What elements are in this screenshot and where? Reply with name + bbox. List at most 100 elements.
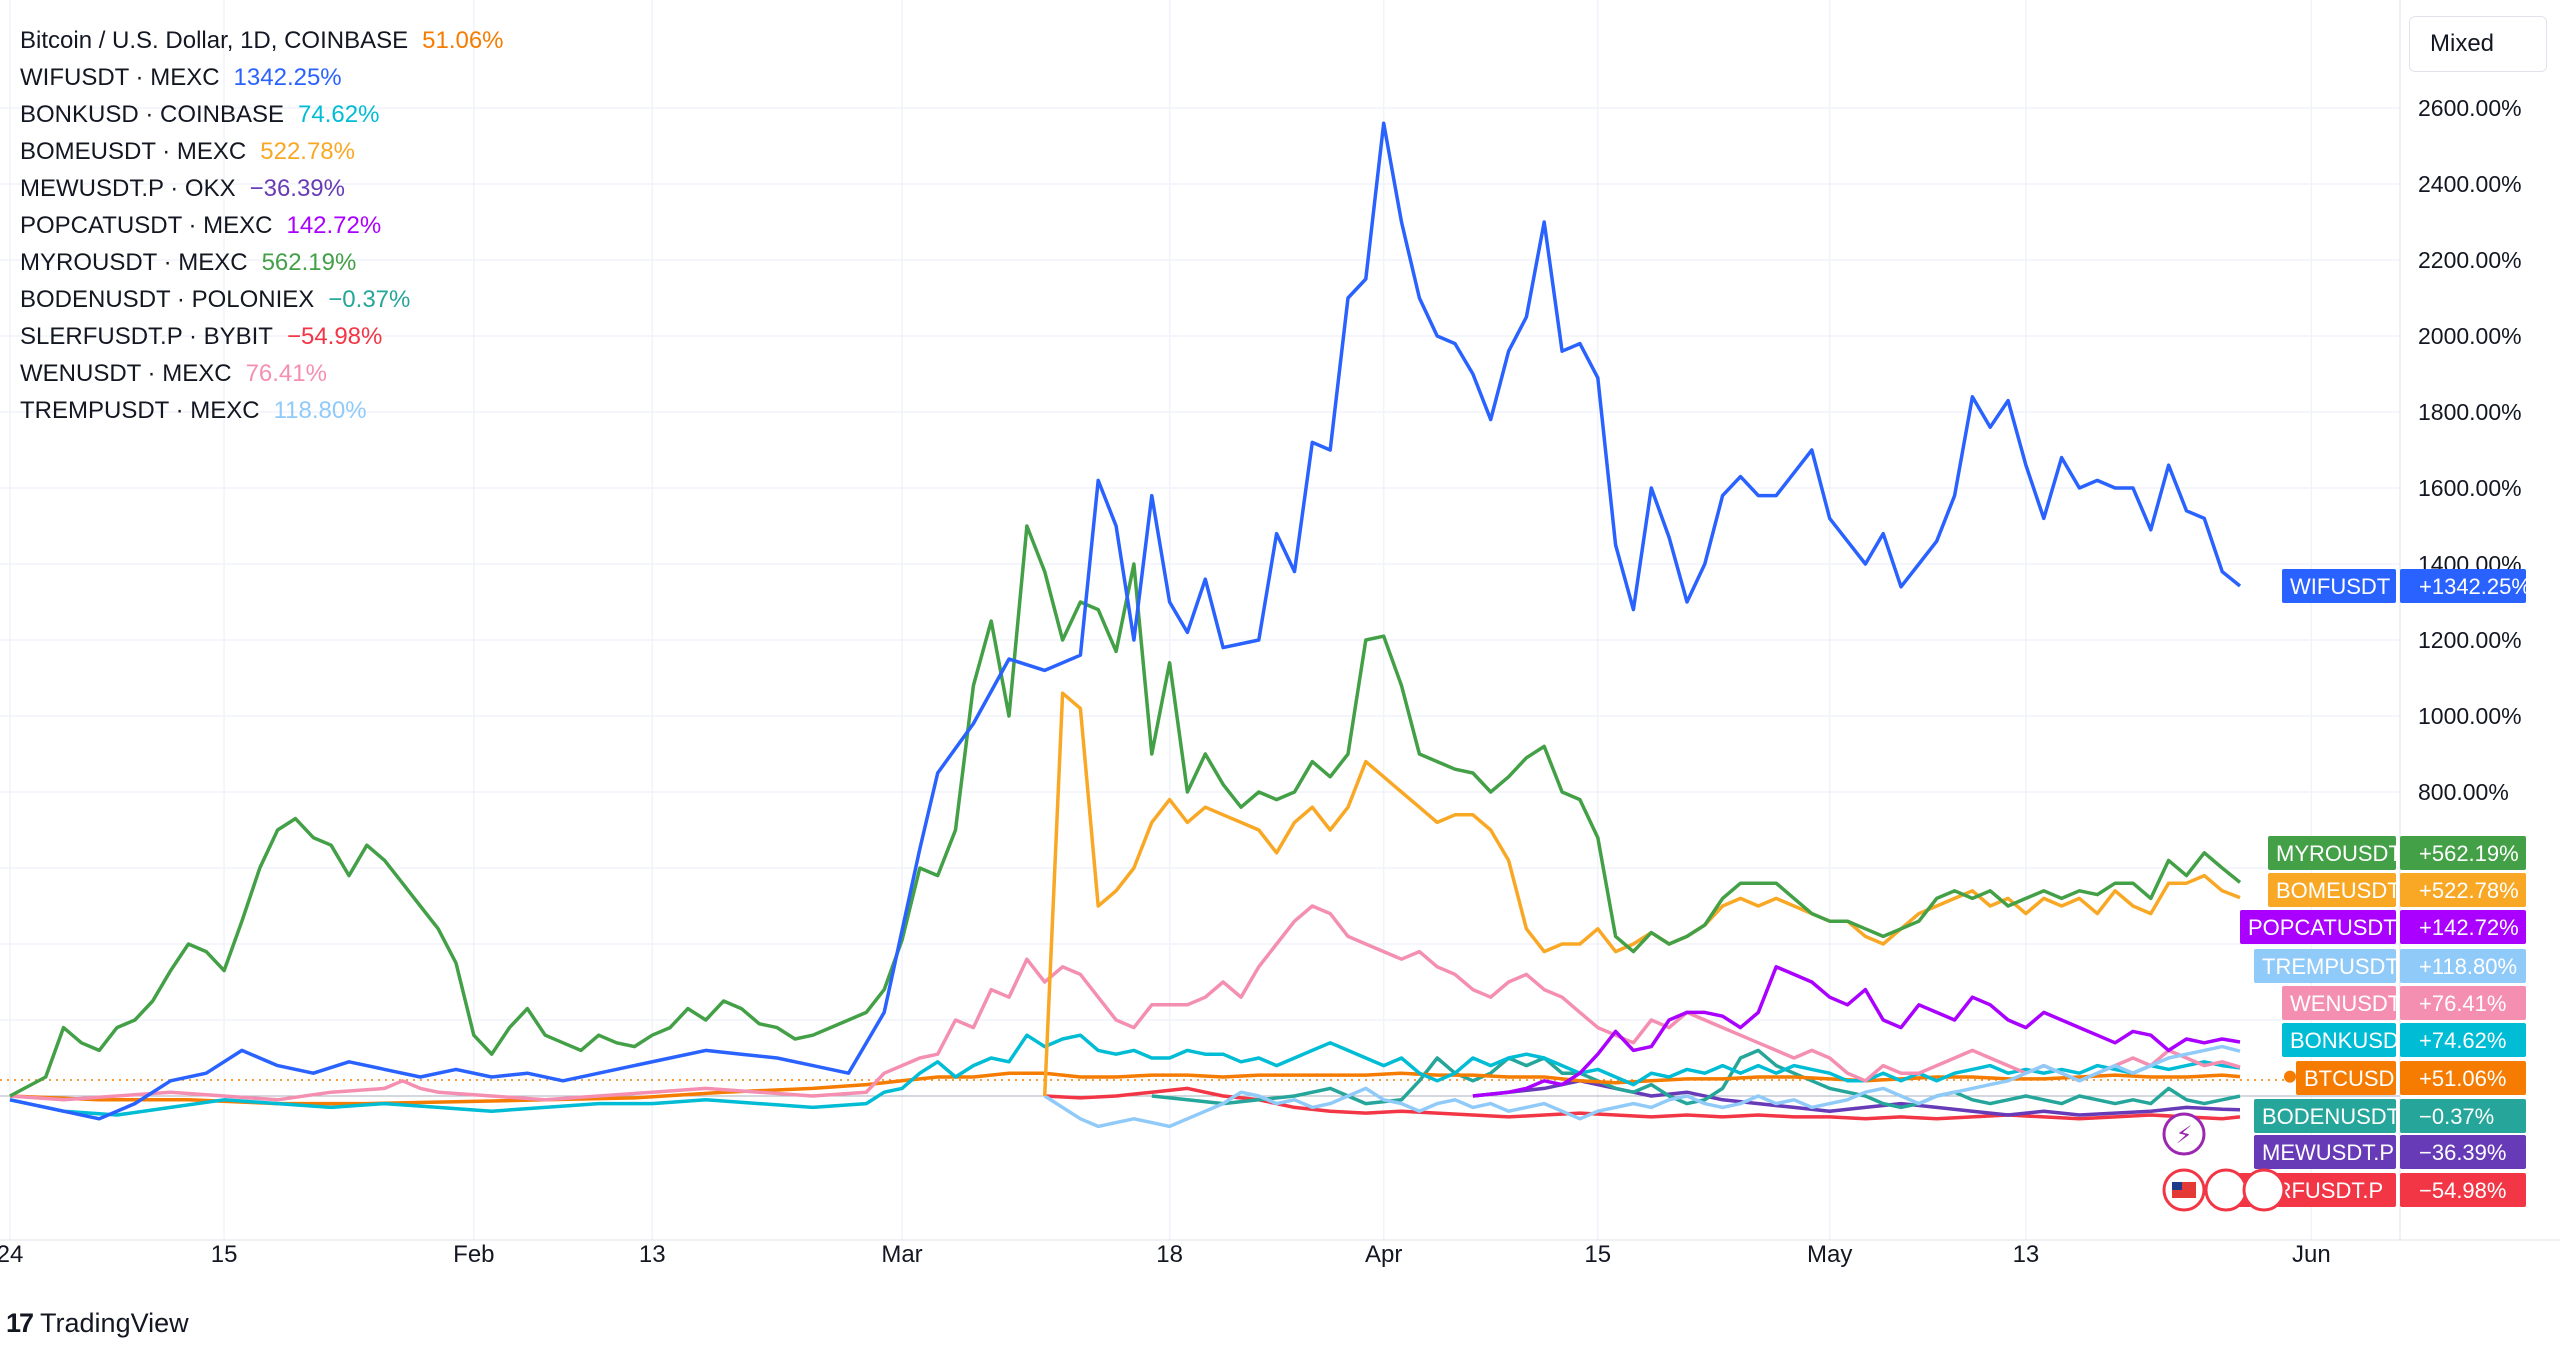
time-tick-label: 13 bbox=[639, 1241, 666, 1268]
btc-last-dot bbox=[2284, 1070, 2296, 1083]
legend-row[interactable]: BONKUSD · COINBASE 74.62% bbox=[20, 96, 504, 133]
event-icons[interactable]: ⚡ bbox=[2162, 1112, 2286, 1212]
series-tag-value-bg bbox=[2400, 910, 2526, 944]
us-flag-event-icon-2[interactable] bbox=[2204, 1168, 2248, 1212]
series-tag-name: TREMPUSDT bbox=[2262, 954, 2399, 979]
legend-symbol: WIFUSDT · MEXC bbox=[20, 64, 220, 91]
price-tick-label: 1200.00% bbox=[2418, 627, 2522, 653]
series-line-slerfusdt-p[interactable] bbox=[1044, 1086, 2241, 1121]
time-tick-label: 15 bbox=[1584, 1241, 1611, 1268]
price-tick-label: 2200.00% bbox=[2418, 247, 2522, 273]
legend-row[interactable]: SLERFUSDT.P · BYBIT −54.98% bbox=[20, 318, 504, 355]
price-tick-label: 2600.00% bbox=[2418, 95, 2522, 121]
series-tag-value: +74.62% bbox=[2419, 1028, 2506, 1053]
price-tick-label: 800.00% bbox=[2418, 779, 2509, 805]
legend-symbol: POPCATUSDT · MEXC bbox=[20, 212, 273, 239]
series-tag-value: +562.19% bbox=[2419, 841, 2519, 866]
series-tag-value: +118.80% bbox=[2419, 954, 2517, 979]
series-tag-name-bg bbox=[2268, 836, 2396, 870]
series-line-bomeusdt[interactable] bbox=[1042, 691, 2241, 1097]
series-tag-value-bg bbox=[2400, 1099, 2526, 1133]
legend-value: 76.41% bbox=[245, 360, 327, 387]
tv-logo-icon: 17 bbox=[6, 1307, 34, 1338]
legend-row[interactable]: MEWUSDT.P · OKX −36.39% bbox=[20, 170, 504, 207]
series-tag-name-bg bbox=[2296, 1061, 2396, 1095]
series-tag-value-bg bbox=[2400, 986, 2526, 1020]
series-line-bonkusd[interactable] bbox=[9, 1033, 2241, 1117]
legend-row[interactable]: Bitcoin / U.S. Dollar, 1D, COINBASE 51.06… bbox=[20, 22, 504, 59]
tradingview-logo[interactable]: 17 TradingView bbox=[6, 1305, 189, 1341]
legend-value: −0.37% bbox=[328, 286, 411, 313]
series-line-mewusdt-p[interactable] bbox=[1472, 1079, 2241, 1117]
price-tick-label: 2400.00% bbox=[2418, 171, 2522, 197]
time-tick-label: Feb bbox=[453, 1241, 494, 1268]
series-tag-name: WENUSDT bbox=[2290, 991, 2401, 1016]
legend-row[interactable]: TREMPUSDT · MEXC 118.80% bbox=[20, 392, 504, 429]
series-tag-name-bg bbox=[2240, 910, 2396, 944]
legend-symbol: BODENUSDT · POLONIEX bbox=[20, 286, 315, 313]
series-tag-value: +1342.25% bbox=[2419, 574, 2531, 599]
legend-value: −54.98% bbox=[286, 323, 383, 350]
legend-row[interactable]: MYROUSDT · MEXC 562.19% bbox=[20, 244, 504, 281]
price-tick-label: 1800.00% bbox=[2418, 399, 2522, 425]
legend-symbol: MYROUSDT · MEXC bbox=[20, 249, 248, 276]
series-tag-name: BODENUSDT bbox=[2262, 1104, 2400, 1129]
legend-symbol: SLERFUSDT.P · BYBIT bbox=[20, 323, 273, 350]
legend-symbol: Bitcoin / U.S. Dollar, 1D, COINBASE bbox=[20, 27, 409, 54]
series-tag-name-bg bbox=[2282, 569, 2396, 603]
time-tick-label: 15 bbox=[211, 1241, 238, 1268]
series-tag-value-bg bbox=[2400, 1061, 2526, 1095]
legend-value: 562.19% bbox=[261, 249, 357, 276]
series-line-bodenusdt[interactable] bbox=[1151, 1048, 2241, 1110]
series-lines bbox=[9, 121, 2296, 1129]
series-tag-name: POPCATUSDT bbox=[2248, 915, 2397, 940]
series-line-wenusdt[interactable] bbox=[9, 904, 2241, 1102]
series-tag-value-bg bbox=[2400, 949, 2526, 983]
time-tick-label: Apr bbox=[1365, 1241, 1402, 1268]
series-tag-name: BTCUSD bbox=[2304, 1066, 2394, 1091]
time-axis[interactable]: 24 15 Feb 13 Mar 18 Apr 15 May 13 Jun bbox=[0, 1241, 2331, 1268]
series-tag-value: −0.37% bbox=[2419, 1104, 2494, 1129]
series-tag-value-bg bbox=[2400, 569, 2526, 603]
time-tick-label: May bbox=[1807, 1241, 1852, 1268]
legend-symbol: BONKUSD · COINBASE bbox=[20, 101, 285, 128]
price-axis[interactable]: 2600.00% 2400.00% 2200.00% 2000.00% 1800.00%… bbox=[2418, 95, 2522, 805]
series-tag-value-bg bbox=[2400, 1135, 2526, 1169]
price-tick-label: 1000.00% bbox=[2418, 703, 2522, 729]
series-line-myrousdt[interactable] bbox=[9, 524, 2242, 1098]
series-tag-name: WIFUSDT bbox=[2290, 574, 2390, 599]
price-tick-label: 2000.00% bbox=[2418, 323, 2522, 349]
series-tag-value-bg bbox=[2400, 1173, 2526, 1207]
series-tag-name-bg bbox=[2254, 949, 2396, 983]
brand-label: TradingView bbox=[40, 1307, 189, 1338]
flash-event-icon[interactable] bbox=[2162, 1112, 2206, 1156]
legend-row[interactable]: BOMEUSDT · MEXC 522.78% bbox=[20, 133, 504, 170]
legend-symbol: WENUSDT · MEXC bbox=[20, 360, 232, 387]
series-tag-name-bg bbox=[2282, 1023, 2396, 1057]
legend-row[interactable]: POPCATUSDT · MEXC 142.72% bbox=[20, 207, 504, 244]
legend-value: 522.78% bbox=[260, 138, 355, 165]
flag-canton-icon bbox=[2172, 1182, 2182, 1190]
series-line-popcatusdt[interactable] bbox=[1472, 965, 2241, 1098]
series-tag-name: MYROUSDT bbox=[2276, 841, 2402, 866]
scale-mode-label: Mixed bbox=[2430, 30, 2495, 57]
series-tag-name-bg bbox=[2254, 1135, 2396, 1169]
legend-value: 51.06% bbox=[422, 27, 504, 54]
series-tag-value: −54.98% bbox=[2419, 1178, 2506, 1203]
series-tag-value: +76.41% bbox=[2419, 991, 2506, 1016]
series-tag-name-bg bbox=[2254, 1099, 2396, 1133]
series-tag-name: BOMEUSDT bbox=[2276, 878, 2401, 903]
series-line-trempusdt[interactable] bbox=[1043, 1044, 2241, 1129]
legend-value: −36.39% bbox=[249, 175, 345, 202]
legend-row[interactable]: WIFUSDT · MEXC 1342.25% bbox=[20, 59, 504, 96]
series-tag-name: BONKUSD bbox=[2290, 1028, 2399, 1053]
legend-row[interactable]: WENUSDT · MEXC 76.41% bbox=[20, 355, 504, 392]
series-line-wifusdt[interactable] bbox=[9, 121, 2242, 1121]
time-tick-label: 24 bbox=[0, 1241, 23, 1268]
legend-row[interactable]: BODENUSDT · POLONIEX −0.37% bbox=[20, 281, 504, 318]
series-tag-value: +522.78% bbox=[2419, 878, 2519, 903]
scale-mode-button[interactable]: Mixed bbox=[2409, 16, 2547, 72]
series-tag-value: +142.72% bbox=[2419, 915, 2519, 940]
us-flag-event-icon-3[interactable] bbox=[2242, 1168, 2286, 1212]
